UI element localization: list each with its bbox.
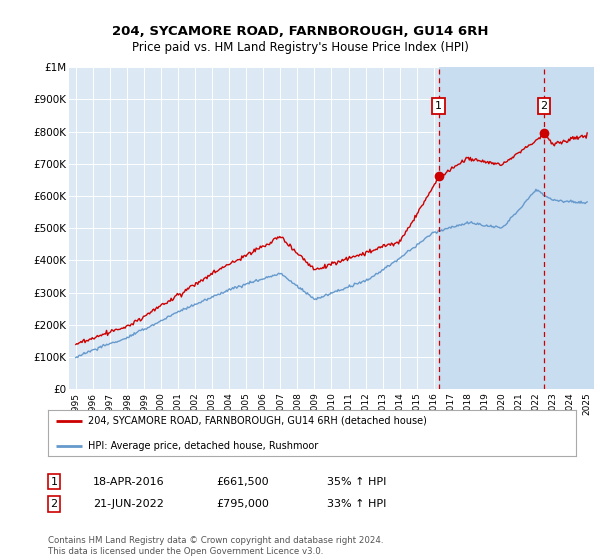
Text: £661,500: £661,500	[216, 477, 269, 487]
Text: Price paid vs. HM Land Registry's House Price Index (HPI): Price paid vs. HM Land Registry's House …	[131, 41, 469, 54]
Text: Contains HM Land Registry data © Crown copyright and database right 2024.
This d: Contains HM Land Registry data © Crown c…	[48, 536, 383, 556]
Text: 2: 2	[50, 499, 58, 509]
Text: 18-APR-2016: 18-APR-2016	[93, 477, 164, 487]
Text: 35% ↑ HPI: 35% ↑ HPI	[327, 477, 386, 487]
Text: 1: 1	[50, 477, 58, 487]
Bar	[439, 67, 544, 389]
Text: 21-JUN-2022: 21-JUN-2022	[93, 499, 164, 509]
Text: 204, SYCAMORE ROAD, FARNBOROUGH, GU14 6RH (detached house): 204, SYCAMORE ROAD, FARNBOROUGH, GU14 6R…	[88, 416, 427, 426]
Text: 1: 1	[435, 101, 442, 111]
Text: 204, SYCAMORE ROAD, FARNBOROUGH, GU14 6RH: 204, SYCAMORE ROAD, FARNBOROUGH, GU14 6R…	[112, 25, 488, 38]
Text: HPI: Average price, detached house, Rushmoor: HPI: Average price, detached house, Rush…	[88, 441, 318, 451]
Text: 2: 2	[541, 101, 548, 111]
Text: £795,000: £795,000	[216, 499, 269, 509]
Bar	[544, 67, 596, 389]
Text: 33% ↑ HPI: 33% ↑ HPI	[327, 499, 386, 509]
